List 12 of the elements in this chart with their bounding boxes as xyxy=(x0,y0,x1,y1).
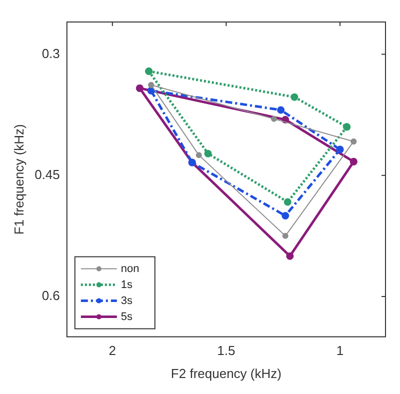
y-tick-label: 0.45 xyxy=(34,166,60,182)
x-axis-title: F2 frequency (kHz) xyxy=(170,366,282,381)
y-tick-label: 0.6 xyxy=(42,288,60,304)
x-tick-label: 1 xyxy=(336,343,344,358)
legend-label: 5s xyxy=(120,310,134,323)
y-tick-label: 0.3 xyxy=(42,46,60,61)
y-axis-title: F1 frequency (kHz) xyxy=(11,124,26,235)
legend-label: 1s xyxy=(120,278,134,291)
legend-label: 3s xyxy=(120,294,134,307)
legend-label: non xyxy=(120,262,140,275)
x-tick-label: 2 xyxy=(108,343,116,358)
x-tick-label: 1.5 xyxy=(217,343,236,358)
